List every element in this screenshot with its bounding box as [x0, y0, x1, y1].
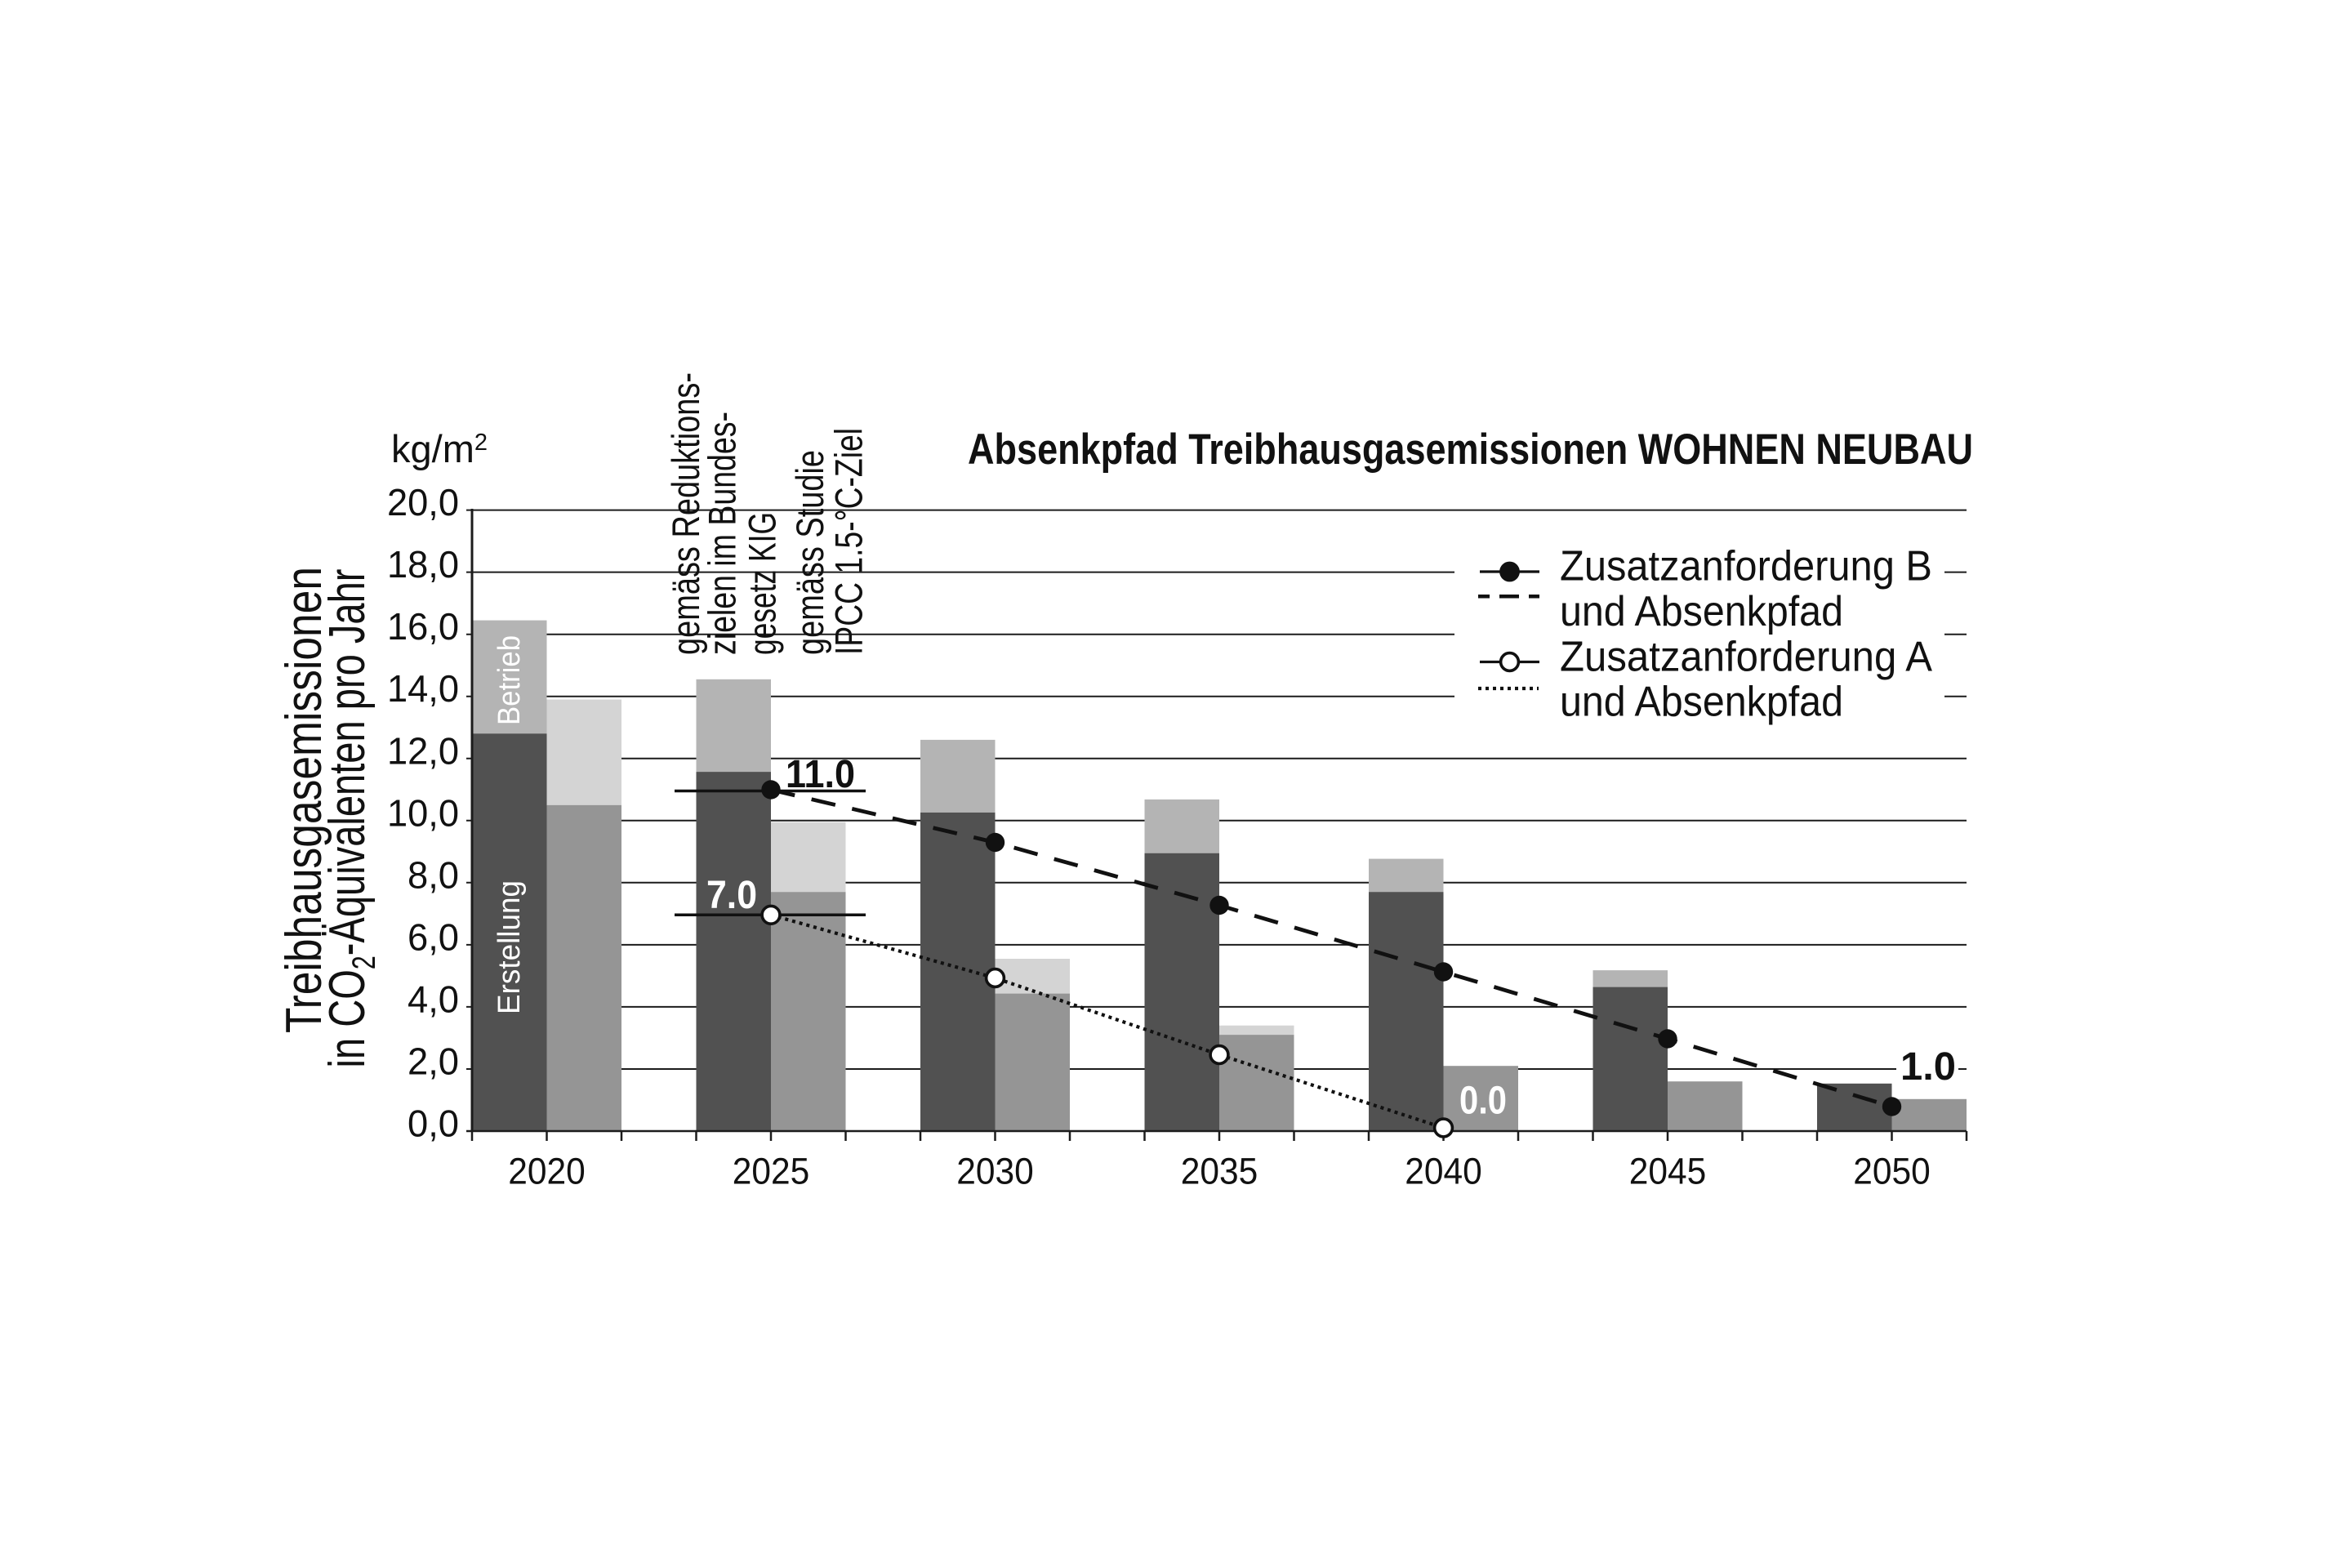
svg-text:2050: 2050	[1853, 1151, 1931, 1192]
svg-text:4,0: 4,0	[408, 978, 459, 1020]
svg-text:und Absenkpfad: und Absenkpfad	[1560, 679, 1843, 726]
svg-text:gemäss Studie: gemäss Studie	[788, 450, 831, 655]
svg-text:Absenkpfad Treibhausgasemissio: Absenkpfad Treibhausgasemissionen WOHNEN…	[968, 425, 1973, 474]
svg-text:7.0: 7.0	[706, 874, 757, 917]
svg-text:11.0: 11.0	[786, 753, 855, 796]
svg-text:Zusatzanforderung A: Zusatzanforderung A	[1560, 633, 1932, 680]
svg-text:18,0: 18,0	[387, 543, 459, 586]
svg-text:Zusatzanforderung B: Zusatzanforderung B	[1560, 543, 1932, 590]
svg-text:Erstellung: Erstellung	[492, 880, 527, 1014]
svg-text:12,0: 12,0	[387, 729, 459, 772]
svg-text:gesetz KIG: gesetz KIG	[740, 512, 783, 655]
svg-text:2,0: 2,0	[408, 1040, 459, 1083]
svg-text:2045: 2045	[1629, 1151, 1707, 1192]
svg-text:zielen im Bundes-: zielen im Bundes-	[701, 412, 744, 655]
svg-text:14,0: 14,0	[387, 667, 459, 710]
svg-text:IPCC 1.5-°C-Ziel: IPCC 1.5-°C-Ziel	[826, 428, 870, 655]
svg-text:kg/m2: kg/m2	[391, 427, 488, 470]
svg-text:10,0: 10,0	[387, 791, 459, 834]
svg-text:2025: 2025	[733, 1151, 810, 1192]
svg-text:und Absenkpfad: und Absenkpfad	[1560, 588, 1843, 635]
svg-text:16,0: 16,0	[387, 605, 459, 648]
svg-text:0.0: 0.0	[1459, 1080, 1507, 1123]
svg-text:2040: 2040	[1405, 1151, 1482, 1192]
svg-text:20,0: 20,0	[387, 481, 459, 523]
svg-text:6,0: 6,0	[408, 915, 459, 958]
svg-text:gemäss Reduktions-: gemäss Reduktions-	[664, 372, 707, 655]
svg-text:2035: 2035	[1181, 1151, 1258, 1192]
svg-text:Treibhausgasemissionen: Treibhausgasemissionen	[276, 567, 332, 1033]
svg-text:2020: 2020	[508, 1151, 586, 1192]
svg-text:0,0: 0,0	[408, 1102, 459, 1145]
svg-text:2030: 2030	[956, 1151, 1034, 1192]
svg-text:8,0: 8,0	[408, 853, 459, 896]
svg-text:Betrieb: Betrieb	[492, 635, 527, 725]
svg-text:in CO2-Äquivalenten pro Jahr: in CO2-Äquivalenten pro Jahr	[319, 569, 382, 1068]
svg-text:1.0: 1.0	[1900, 1045, 1956, 1089]
